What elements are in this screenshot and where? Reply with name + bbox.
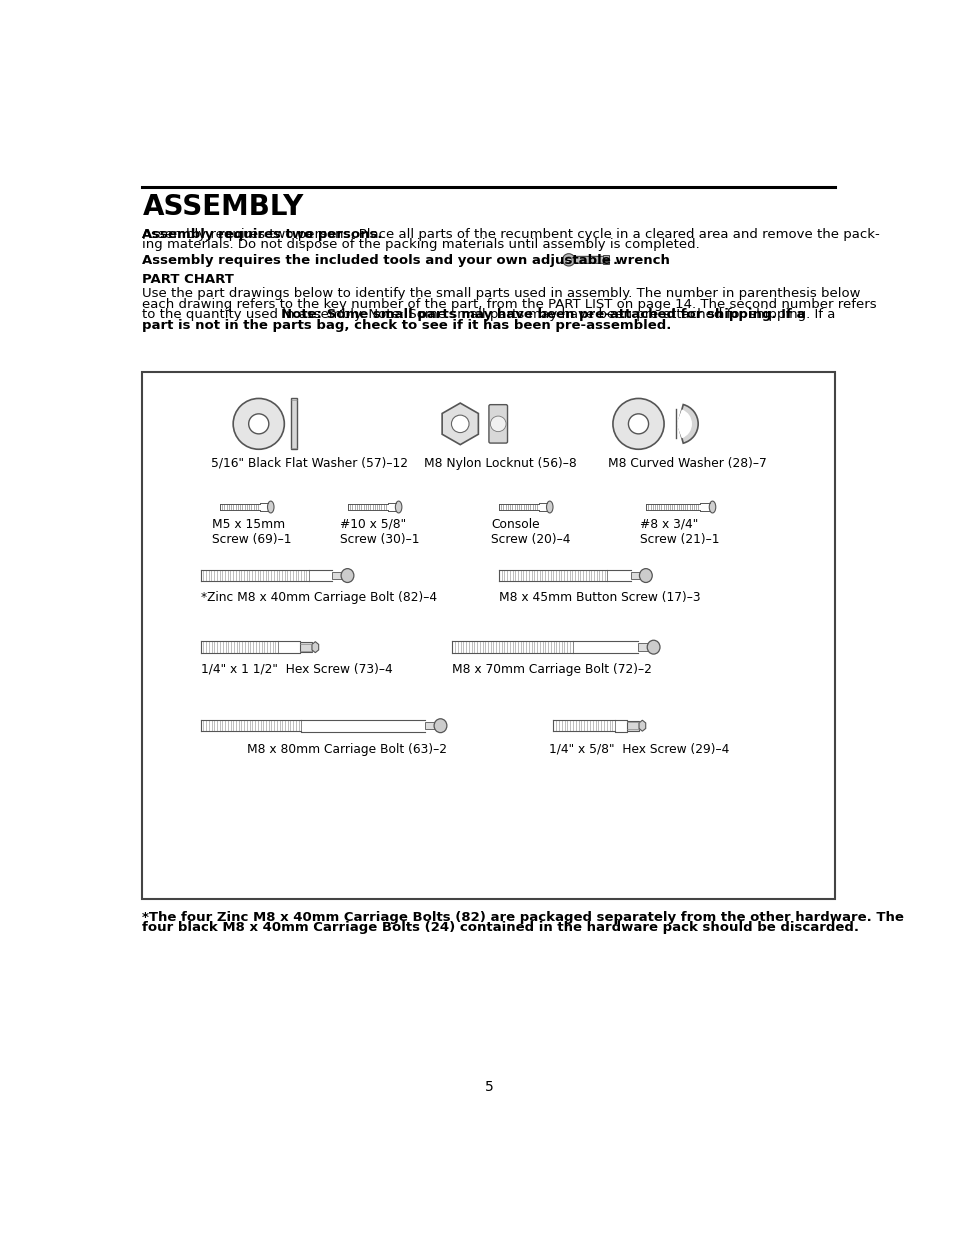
- Text: PART CHART: PART CHART: [142, 273, 234, 287]
- Bar: [630, 572, 639, 579]
- Text: ing materials. Do not dispose of the packing materials until assembly is complet: ing materials. Do not dispose of the pac…: [142, 238, 700, 251]
- Text: M8 Curved Washer (28)–7: M8 Curved Washer (28)–7: [608, 457, 766, 471]
- Text: ASSEMBLY: ASSEMBLY: [142, 193, 304, 221]
- Circle shape: [451, 415, 469, 432]
- FancyBboxPatch shape: [570, 257, 605, 263]
- Bar: [638, 643, 647, 651]
- Ellipse shape: [546, 501, 553, 513]
- Circle shape: [628, 414, 648, 433]
- Text: Use the part drawings below to identify the small parts used in assembly. The nu: Use the part drawings below to identify …: [142, 287, 861, 300]
- Bar: [299, 642, 312, 652]
- Bar: [626, 721, 639, 731]
- Wedge shape: [676, 409, 691, 438]
- Text: 1/4" x 5/8"  Hex Screw (29)–4: 1/4" x 5/8" Hex Screw (29)–4: [549, 742, 729, 756]
- Text: 5/16" Black Flat Washer (57)–12: 5/16" Black Flat Washer (57)–12: [211, 457, 407, 471]
- Ellipse shape: [434, 719, 446, 732]
- Circle shape: [612, 399, 663, 450]
- Text: M8 Nylon Locknut (56)–8: M8 Nylon Locknut (56)–8: [423, 457, 576, 471]
- Text: to the quantity used in assembly. Note: Some small parts may have been pre-attac: to the quantity used in assembly. Note: …: [142, 309, 835, 321]
- Circle shape: [565, 257, 571, 263]
- FancyBboxPatch shape: [602, 256, 608, 259]
- Text: *The four Zinc M8 x 40mm Carriage Bolts (82) are packaged separately from the ot: *The four Zinc M8 x 40mm Carriage Bolts …: [142, 910, 903, 924]
- Bar: [425, 722, 435, 730]
- Text: #8 x 3/4"
Screw (21)–1: #8 x 3/4" Screw (21)–1: [639, 517, 719, 546]
- Circle shape: [249, 414, 269, 433]
- Bar: [291, 399, 296, 450]
- Bar: [332, 572, 341, 579]
- Text: *Zinc M8 x 40mm Carriage Bolt (82)–4: *Zinc M8 x 40mm Carriage Bolt (82)–4: [200, 592, 436, 604]
- Text: part is not in the parts bag, check to see if it has been pre-assembled.: part is not in the parts bag, check to s…: [142, 319, 671, 332]
- Text: each drawing refers to the key number of the part, from the PART LIST on page 14: each drawing refers to the key number of…: [142, 298, 876, 310]
- Text: M8 x 70mm Carriage Bolt (72)–2: M8 x 70mm Carriage Bolt (72)–2: [452, 662, 652, 676]
- Text: M5 x 15mm
Screw (69)–1: M5 x 15mm Screw (69)–1: [212, 517, 292, 546]
- Text: #10 x 5/8"
Screw (30)–1: #10 x 5/8" Screw (30)–1: [340, 517, 419, 546]
- Wedge shape: [678, 405, 698, 443]
- Text: Assembly requires the included tools and your own adjustable wrench: Assembly requires the included tools and…: [142, 254, 670, 268]
- Polygon shape: [312, 642, 318, 652]
- Circle shape: [233, 399, 284, 450]
- FancyBboxPatch shape: [602, 261, 608, 264]
- FancyBboxPatch shape: [488, 405, 507, 443]
- Ellipse shape: [639, 568, 652, 583]
- Ellipse shape: [646, 640, 659, 655]
- Ellipse shape: [341, 568, 354, 583]
- Text: Note: Some small parts may have been pre-attached for shipping. If a: Note: Some small parts may have been pre…: [280, 309, 804, 321]
- Ellipse shape: [267, 501, 274, 513]
- Text: 5: 5: [484, 1079, 493, 1094]
- Text: Assembly requires two persons. Place all parts of the recumbent cycle in a clear: Assembly requires two persons. Place all…: [142, 227, 880, 241]
- Text: 1/4" x 1 1/2"  Hex Screw (73)–4: 1/4" x 1 1/2" Hex Screw (73)–4: [200, 662, 392, 676]
- Text: Console
Screw (20)–4: Console Screw (20)–4: [491, 517, 570, 546]
- Text: M8 x 45mm Button Screw (17)–3: M8 x 45mm Button Screw (17)–3: [498, 592, 700, 604]
- Polygon shape: [441, 403, 477, 445]
- Ellipse shape: [395, 501, 401, 513]
- Text: Assembly requires two persons.: Assembly requires two persons.: [142, 227, 382, 241]
- Text: .: .: [612, 254, 617, 268]
- Bar: [142, 372, 834, 899]
- Text: four black M8 x 40mm Carriage Bolts (24) contained in the hardware pack should b: four black M8 x 40mm Carriage Bolts (24)…: [142, 921, 859, 935]
- Circle shape: [490, 416, 505, 432]
- Polygon shape: [639, 720, 645, 731]
- Ellipse shape: [708, 501, 715, 513]
- Text: M8 x 80mm Carriage Bolt (63)–2: M8 x 80mm Carriage Bolt (63)–2: [247, 742, 447, 756]
- Circle shape: [562, 253, 575, 266]
